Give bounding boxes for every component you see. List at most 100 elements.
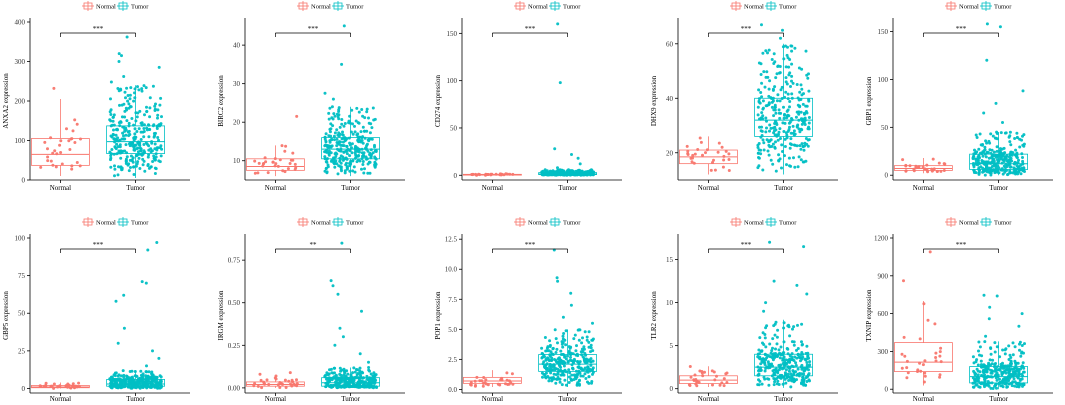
data-point <box>984 370 988 374</box>
data-point <box>1008 140 1012 144</box>
data-point <box>134 164 138 168</box>
data-point <box>344 138 348 142</box>
data-point <box>799 110 803 114</box>
data-point <box>148 115 152 119</box>
data-point <box>977 167 981 171</box>
data-point <box>543 365 547 369</box>
data-point <box>127 121 131 125</box>
data-point <box>725 381 729 384</box>
data-point <box>975 376 979 380</box>
data-point <box>972 152 976 156</box>
data-point <box>772 108 776 112</box>
data-point <box>125 86 129 90</box>
data-point <box>504 382 507 386</box>
data-point <box>787 114 791 118</box>
data-point <box>926 318 930 322</box>
data-point <box>587 330 591 334</box>
data-point <box>1006 368 1009 372</box>
data-point <box>353 370 357 374</box>
data-point <box>763 336 767 340</box>
data-point <box>332 156 335 160</box>
data-point <box>791 365 795 369</box>
data-point <box>974 171 978 175</box>
data-point <box>1015 131 1019 135</box>
data-point <box>120 137 124 141</box>
data-point <box>982 363 986 367</box>
data-point <box>986 380 990 383</box>
data-point <box>142 130 146 133</box>
legend-label-normal: Normal <box>311 220 331 227</box>
data-point <box>1021 159 1025 163</box>
data-point <box>687 383 691 387</box>
data-point <box>557 377 561 381</box>
data-point <box>795 83 799 86</box>
data-point <box>760 111 764 115</box>
data-point <box>553 358 556 361</box>
data-point <box>991 153 995 157</box>
data-point <box>365 110 369 114</box>
data-point <box>329 145 333 149</box>
data-point <box>788 120 792 124</box>
data-point <box>563 378 567 382</box>
data-point <box>550 359 554 362</box>
data-point <box>931 157 935 161</box>
data-point <box>905 359 909 363</box>
data-point <box>569 345 573 349</box>
data-point <box>324 143 328 147</box>
data-point <box>334 380 338 384</box>
data-point <box>716 150 720 154</box>
data-point <box>134 154 138 158</box>
data-point <box>342 24 346 28</box>
data-point <box>130 117 134 120</box>
data-point <box>541 170 544 174</box>
data-point <box>806 76 810 80</box>
data-point <box>984 334 988 338</box>
data-point <box>972 168 976 172</box>
data-point <box>768 342 772 346</box>
data-point <box>801 102 805 106</box>
data-point <box>335 152 339 156</box>
data-point <box>367 121 371 125</box>
legend: Normal Tumor <box>82 217 149 227</box>
data-point <box>934 359 938 363</box>
data-point <box>777 108 781 112</box>
data-point <box>804 383 808 387</box>
data-point <box>994 382 998 386</box>
data-point <box>1003 168 1007 172</box>
data-point <box>770 349 774 353</box>
data-point <box>762 309 766 313</box>
data-point <box>770 100 774 104</box>
data-point <box>295 114 299 118</box>
data-point <box>481 384 485 388</box>
data-point <box>548 354 552 358</box>
data-point <box>807 99 811 103</box>
data-point <box>1001 381 1005 385</box>
data-point <box>549 350 553 354</box>
data-point <box>118 103 121 107</box>
data-point <box>111 378 115 381</box>
data-point <box>151 373 155 377</box>
data-point <box>338 372 342 376</box>
data-point <box>558 81 562 85</box>
data-point <box>793 132 797 136</box>
data-point <box>580 341 584 345</box>
data-point <box>344 375 348 379</box>
data-point <box>993 384 997 388</box>
data-point <box>758 336 762 340</box>
data-point <box>347 384 351 388</box>
data-point <box>760 23 763 27</box>
data-point <box>556 166 559 170</box>
data-point <box>158 124 162 128</box>
data-point <box>129 86 133 90</box>
data-point <box>133 385 137 389</box>
data-point <box>779 137 782 140</box>
data-point <box>796 347 800 350</box>
data-point <box>575 383 579 387</box>
data-point <box>774 111 778 115</box>
y-tick-label: 10 <box>666 299 674 307</box>
data-point <box>1004 155 1008 159</box>
